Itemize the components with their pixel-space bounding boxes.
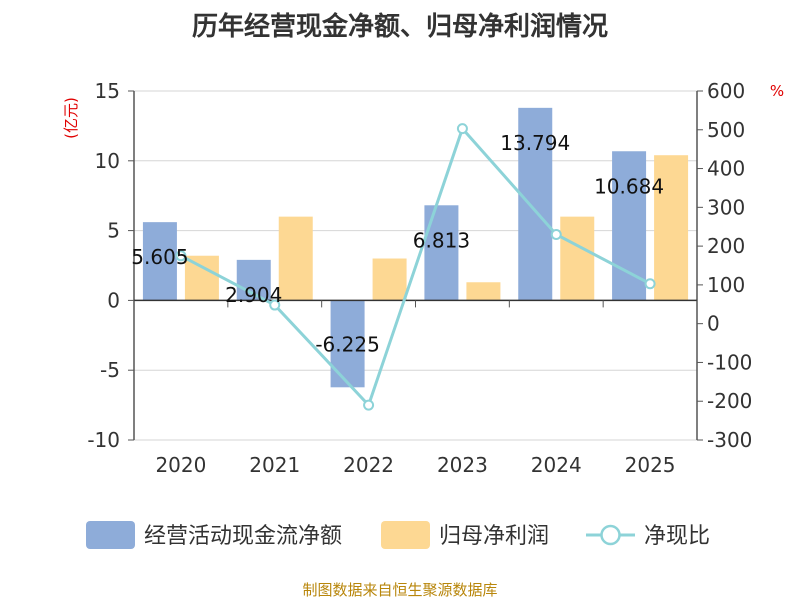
bar-data-label: -6.225 [315,332,379,356]
y-right-tick-label: 200 [707,234,745,258]
y-left-tick-label: -5 [100,358,120,382]
legend-swatch [86,521,135,549]
line-series [175,123,656,411]
y-right-tick-label: -200 [707,389,752,413]
y-left-tick-label: 10 [95,149,120,173]
line-point [269,299,281,311]
bar-data-label: 10.684 [594,174,664,198]
data-labels: 5.605 2.904 -6.225 6.813 13.794 10.684 [131,131,664,356]
bar-net-profit [654,155,689,301]
legend-label: 经营活动现金流净额 [144,524,342,549]
bar-cashflow [518,107,553,301]
y-left-tick-label: 5 [107,219,120,243]
legend-swatch [381,521,430,549]
line-point [456,123,468,135]
line-point [363,399,375,411]
legend-item: 归母净利润 [381,521,549,549]
y-right-tick-label: 0 [707,312,720,336]
bar-net-profit [372,258,407,301]
line-jingxianbi [180,125,651,408]
y-right-tick-label: 600 [707,79,745,103]
y-left-tick-label: -10 [87,428,120,452]
bar-net-profit [466,282,501,301]
y-right-tick-label: 300 [707,195,745,219]
y-right-axis-label: % [770,82,784,100]
bar-net-profit [560,216,595,301]
x-tick-label: 2025 [625,453,676,477]
y-right-tick-label: -300 [707,428,752,452]
bar-cashflow [424,205,459,301]
legend: 经营活动现金流净额 归母净利润 净现比 [86,521,710,549]
bar-cashflow [142,222,177,301]
y-left-tick-label: 0 [107,288,120,312]
bar-net-profit [184,255,219,301]
x-tick-label: 2023 [437,453,488,477]
x-tick-label: 2020 [155,453,206,477]
x-tick-label: 2021 [249,453,300,477]
y-left-tick-label: 15 [95,79,120,103]
y-right-tick-label: -100 [707,350,752,374]
legend-item: 经营活动现金流净额 [86,521,342,549]
x-tick-label: 2024 [531,453,582,477]
chart-title: 历年经营现金净额、归母净利润情况 [191,12,608,42]
line-point [644,278,656,290]
bar-data-label: 6.813 [413,228,470,252]
legend-marker [600,524,621,546]
y-right-tick-label: 500 [707,118,745,142]
legend-item: 净现比 [586,524,710,549]
source-note: 制图数据来自恒生聚源数据库 [302,581,498,599]
bar-net-profit [278,216,313,301]
y-right-tick-label: 400 [707,157,745,181]
line-point [550,228,562,240]
bar-cashflow [612,151,647,301]
line-point [175,250,187,262]
y-right-tick-label: 100 [707,273,745,297]
bar-data-label: 13.794 [500,131,570,155]
y-left-axis-label: (亿元) [62,97,80,139]
legend-label: 净现比 [644,524,710,549]
axes: 15 10 5 0 -5 -10 600 500 400 300 200 100 0 -100 -200 -3… [87,79,752,477]
bar-data-label: 2.904 [225,283,282,307]
legend-label: 归母净利润 [439,524,549,549]
bars [142,107,689,388]
x-tick-label: 2022 [343,453,394,477]
bar-data-label: 5.605 [131,245,188,269]
